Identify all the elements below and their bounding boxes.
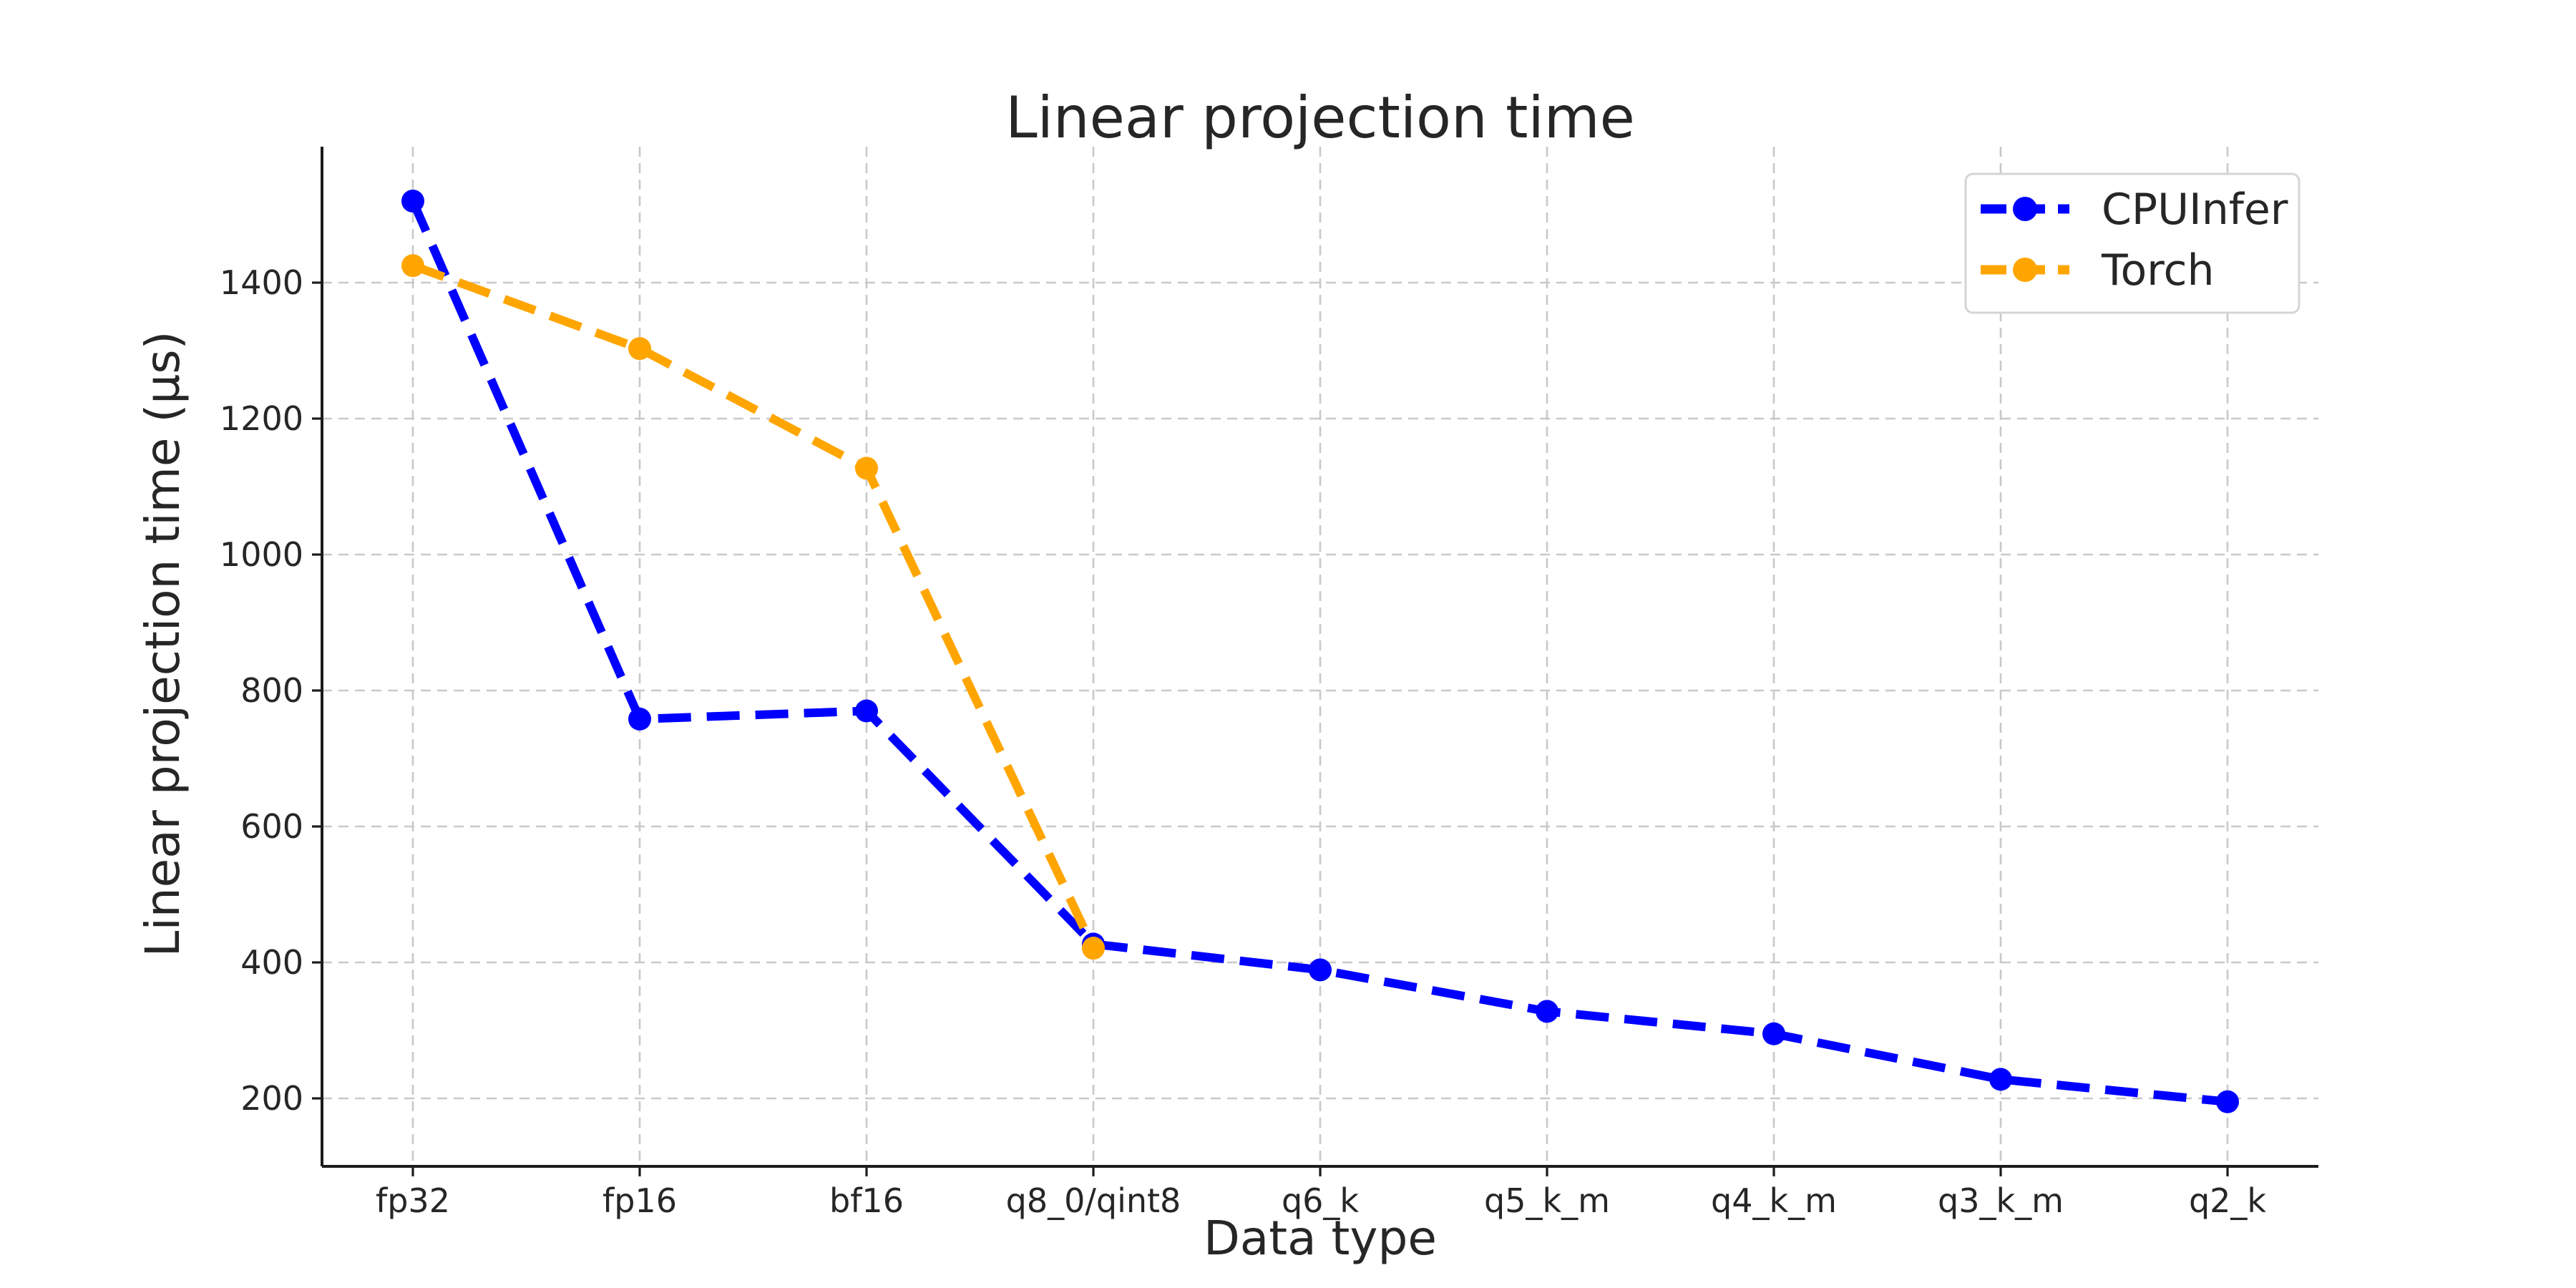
cpuinfer-marker-q4-k-m — [1762, 1022, 1785, 1045]
legend-sample-marker-cpuinfer — [2013, 197, 2037, 221]
cpuinfer-marker-q3-k-m — [1989, 1068, 2012, 1091]
torch-marker-bf16 — [855, 457, 878, 480]
y-axis-label: Linear projection time (µs) — [135, 331, 190, 957]
legend-label-torch: Torch — [2101, 245, 2215, 296]
x-tick-label-fp32: fp32 — [376, 1181, 450, 1220]
x-tick-label-q4-k-m: q4_k_m — [1711, 1181, 1837, 1220]
x-axis-label: Data type — [1204, 1211, 1437, 1266]
legend-sample-marker-torch — [2013, 258, 2037, 282]
y-tick-label-1000: 1000 — [220, 535, 303, 574]
x-tick-label-q3-k-m: q3_k_m — [1938, 1181, 2064, 1220]
cpuinfer-marker-fp32 — [401, 190, 424, 213]
series — [401, 190, 2239, 1113]
axes: fp32 fp16 bf16 q8_0/qint8 q6_k q5_k_m q4_k_m q3… — [220, 147, 2318, 1220]
x-tick-label-q8-0-qint8: q8_0/qint8 — [1006, 1181, 1181, 1220]
gridlines — [322, 147, 2318, 1166]
chart-title: Linear projection time — [1005, 84, 1635, 151]
cpuinfer-marker-q2-k — [2216, 1090, 2239, 1113]
y-tick-label-400: 400 — [240, 943, 303, 982]
cpuinfer-marker-fp16 — [628, 707, 651, 731]
torch-marker-fp32 — [401, 254, 424, 278]
x-tick-label-q5-k-m: q5_k_m — [1484, 1181, 1610, 1220]
x-tick-label-bf16: bf16 — [829, 1181, 904, 1220]
y-tick-label-1400: 1400 — [220, 263, 303, 302]
y-tick-label-200: 200 — [240, 1079, 303, 1118]
cpuinfer-marker-q6-k — [1309, 958, 1332, 982]
cpuinfer-marker-q5-k-m — [1536, 1000, 1558, 1023]
legend-box — [1964, 172, 2301, 314]
torch-line — [411, 261, 1098, 950]
y-tick-label-800: 800 — [240, 671, 303, 710]
torch-marker-fp16 — [628, 337, 651, 361]
cpuinfer-marker-bf16 — [855, 699, 878, 723]
y-tick-label-600: 600 — [240, 807, 303, 846]
x-tick-label-q2-k: q2_k — [2189, 1181, 2266, 1220]
legend-label-cpuinfer: CPUInfer — [2102, 185, 2288, 235]
y-tick-label-1200: 1200 — [220, 399, 303, 438]
legend: CPUInfer Torch — [1964, 172, 2301, 314]
x-tick-label-fp16: fp16 — [602, 1181, 677, 1220]
x-tick-label-q6-k: q6_k — [1282, 1181, 1359, 1220]
torch-marker-q8-0-qint8 — [1082, 937, 1105, 960]
